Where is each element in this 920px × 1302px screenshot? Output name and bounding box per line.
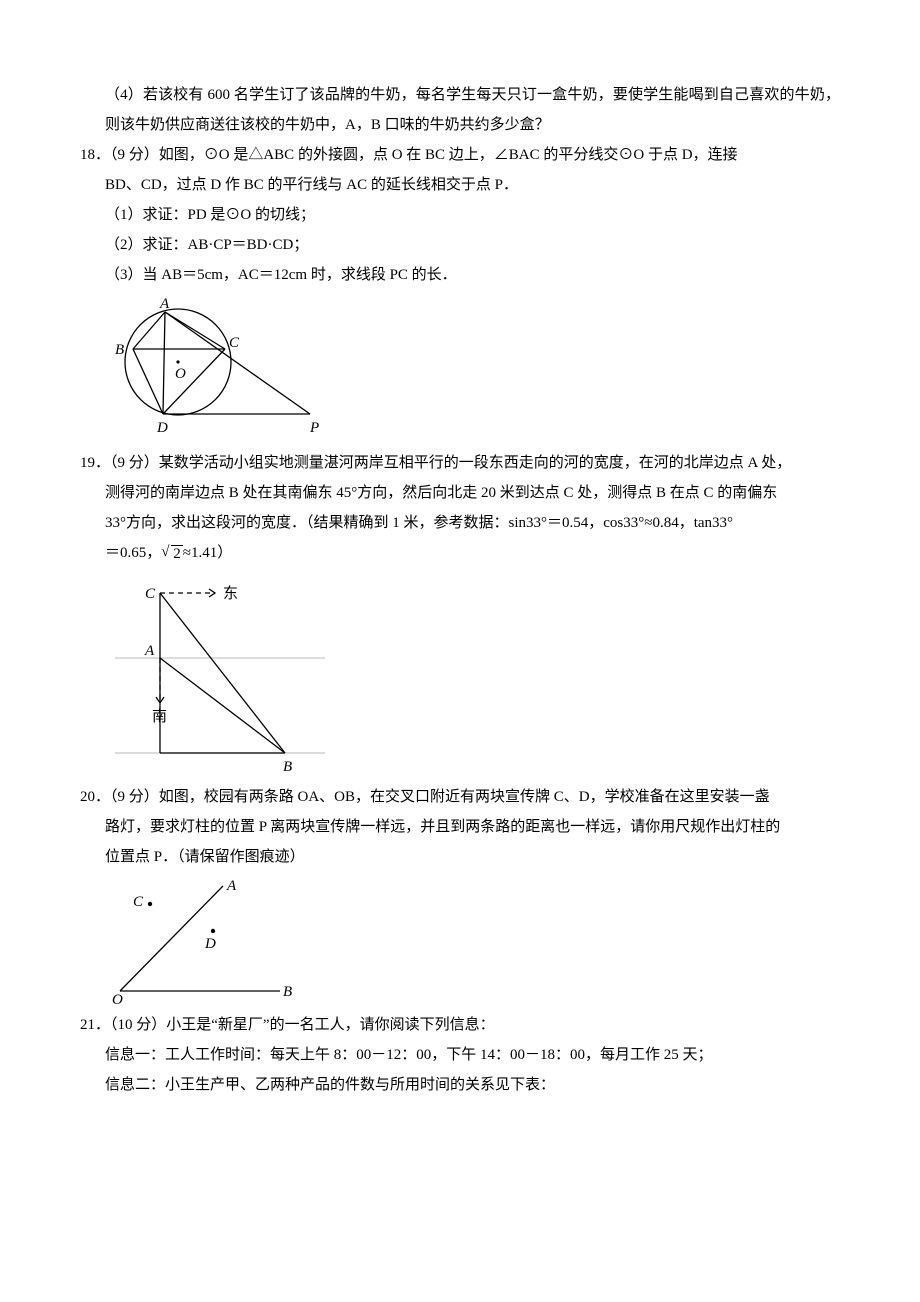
q18-stem-line1: 18．（9 分）如图，⊙O 是△ABC 的外接圆，点 O 在 BC 边上，∠BA…	[80, 140, 840, 170]
q21-stem-text: （10 分）小王是“新星厂”的一名工人，请你阅读下列信息：	[110, 1017, 495, 1033]
q18-svg: A B C D O P	[105, 294, 325, 444]
q19-stem-d-post: ≈1.41）	[183, 545, 232, 561]
q19-figure: C A B 东 南	[105, 573, 840, 778]
q21-number: 21．	[80, 1017, 110, 1033]
q20-stem-a: （9 分）如图，校园有两条路 OA、OB，在交叉口附近有两块宣传牌 C、D，学校…	[110, 789, 770, 805]
q20-label-C: C	[133, 894, 144, 910]
q18-stem-line2: BD、CD，过点 D 作 BC 的平行线与 AC 的延长线相交于点 P．	[80, 170, 840, 200]
q19-number: 19．	[80, 455, 110, 471]
q18-figure: A B C D O P	[105, 294, 840, 444]
q20-stem-line3: 位置点 P．（请保留作图痕迹）	[80, 842, 840, 872]
q18-label-C: C	[229, 335, 240, 351]
q21-info2: 信息二：小王生产甲、乙两种产品的件数与所用时间的关系见下表：	[80, 1070, 840, 1100]
q20-label-D: D	[204, 936, 216, 952]
q19-label-C: C	[145, 586, 156, 602]
q19-stem-a: （9 分）某数学活动小组实地测量湛河两岸互相平行的一段东西走向的河的宽度，在河的…	[110, 455, 791, 471]
q19-stem-line1: 19．（9 分）某数学活动小组实地测量湛河两岸互相平行的一段东西走向的河的宽度，…	[80, 448, 840, 478]
q19-label-A: A	[144, 643, 155, 659]
q18-part3: （3）当 AB＝5cm，AC＝12cm 时，求线段 PC 的长．	[80, 260, 840, 290]
q20-figure: O A B C D	[105, 876, 840, 1006]
q18-label-A: A	[159, 296, 170, 312]
q20-number: 20．	[80, 789, 110, 805]
q18-number: 18．	[80, 147, 110, 163]
q21-info1: 信息一：工人工作时间：每天上午 8：00－12：00，下午 14：00－18：0…	[80, 1040, 840, 1070]
q20-svg: O A B C D	[105, 876, 295, 1006]
q19-stem-line2: 测得河的南岸边点 B 处在其南偏东 45°方向，然后向北走 20 米到达点 C …	[80, 478, 840, 508]
q19-stem-line4: ＝0.65， √ 2 ≈1.41）	[80, 538, 840, 569]
q18-label-B: B	[115, 342, 124, 358]
q18-label-P: P	[309, 420, 319, 436]
q20-stem-line2: 路灯，要求灯柱的位置 P 离两块宣传牌一样远，并且到两条路的距离也一样远，请你用…	[80, 812, 840, 842]
q18-label-D: D	[156, 420, 168, 436]
q18-label-O: O	[175, 366, 186, 382]
q19-label-B: B	[283, 759, 292, 775]
q18-part1: （1）求证：PD 是⊙O 的切线；	[80, 200, 840, 230]
q19-label-east: 东	[223, 585, 238, 602]
q19-stem-d-pre: ＝0.65，	[105, 545, 161, 561]
q18-stem-a: （9 分）如图，⊙O 是△ABC 的外接圆，点 O 在 BC 边上，∠BAC 的…	[110, 147, 738, 163]
q20-label-B: B	[283, 984, 292, 1000]
q17-part4: （4）若该校有 600 名学生订了该品牌的牛奶，每名学生每天只订一盒牛奶，要使学…	[80, 80, 840, 140]
q19-stem-line3: 33°方向，求出这段河的宽度．（结果精确到 1 米，参考数据：sin33°＝0.…	[80, 508, 840, 538]
q18-part2: （2）求证：AB·CP＝BD·CD；	[80, 230, 840, 260]
q20-stem-line1: 20．（9 分）如图，校园有两条路 OA、OB，在交叉口附近有两块宣传牌 C、D…	[80, 782, 840, 812]
q19-label-south: 南	[152, 708, 167, 725]
q20-label-A: A	[226, 878, 237, 894]
q19-svg: C A B 东 南	[105, 573, 335, 778]
q20-label-O: O	[112, 992, 123, 1006]
q21-stem: 21．（10 分）小王是“新星厂”的一名工人，请你阅读下列信息：	[80, 1010, 840, 1040]
